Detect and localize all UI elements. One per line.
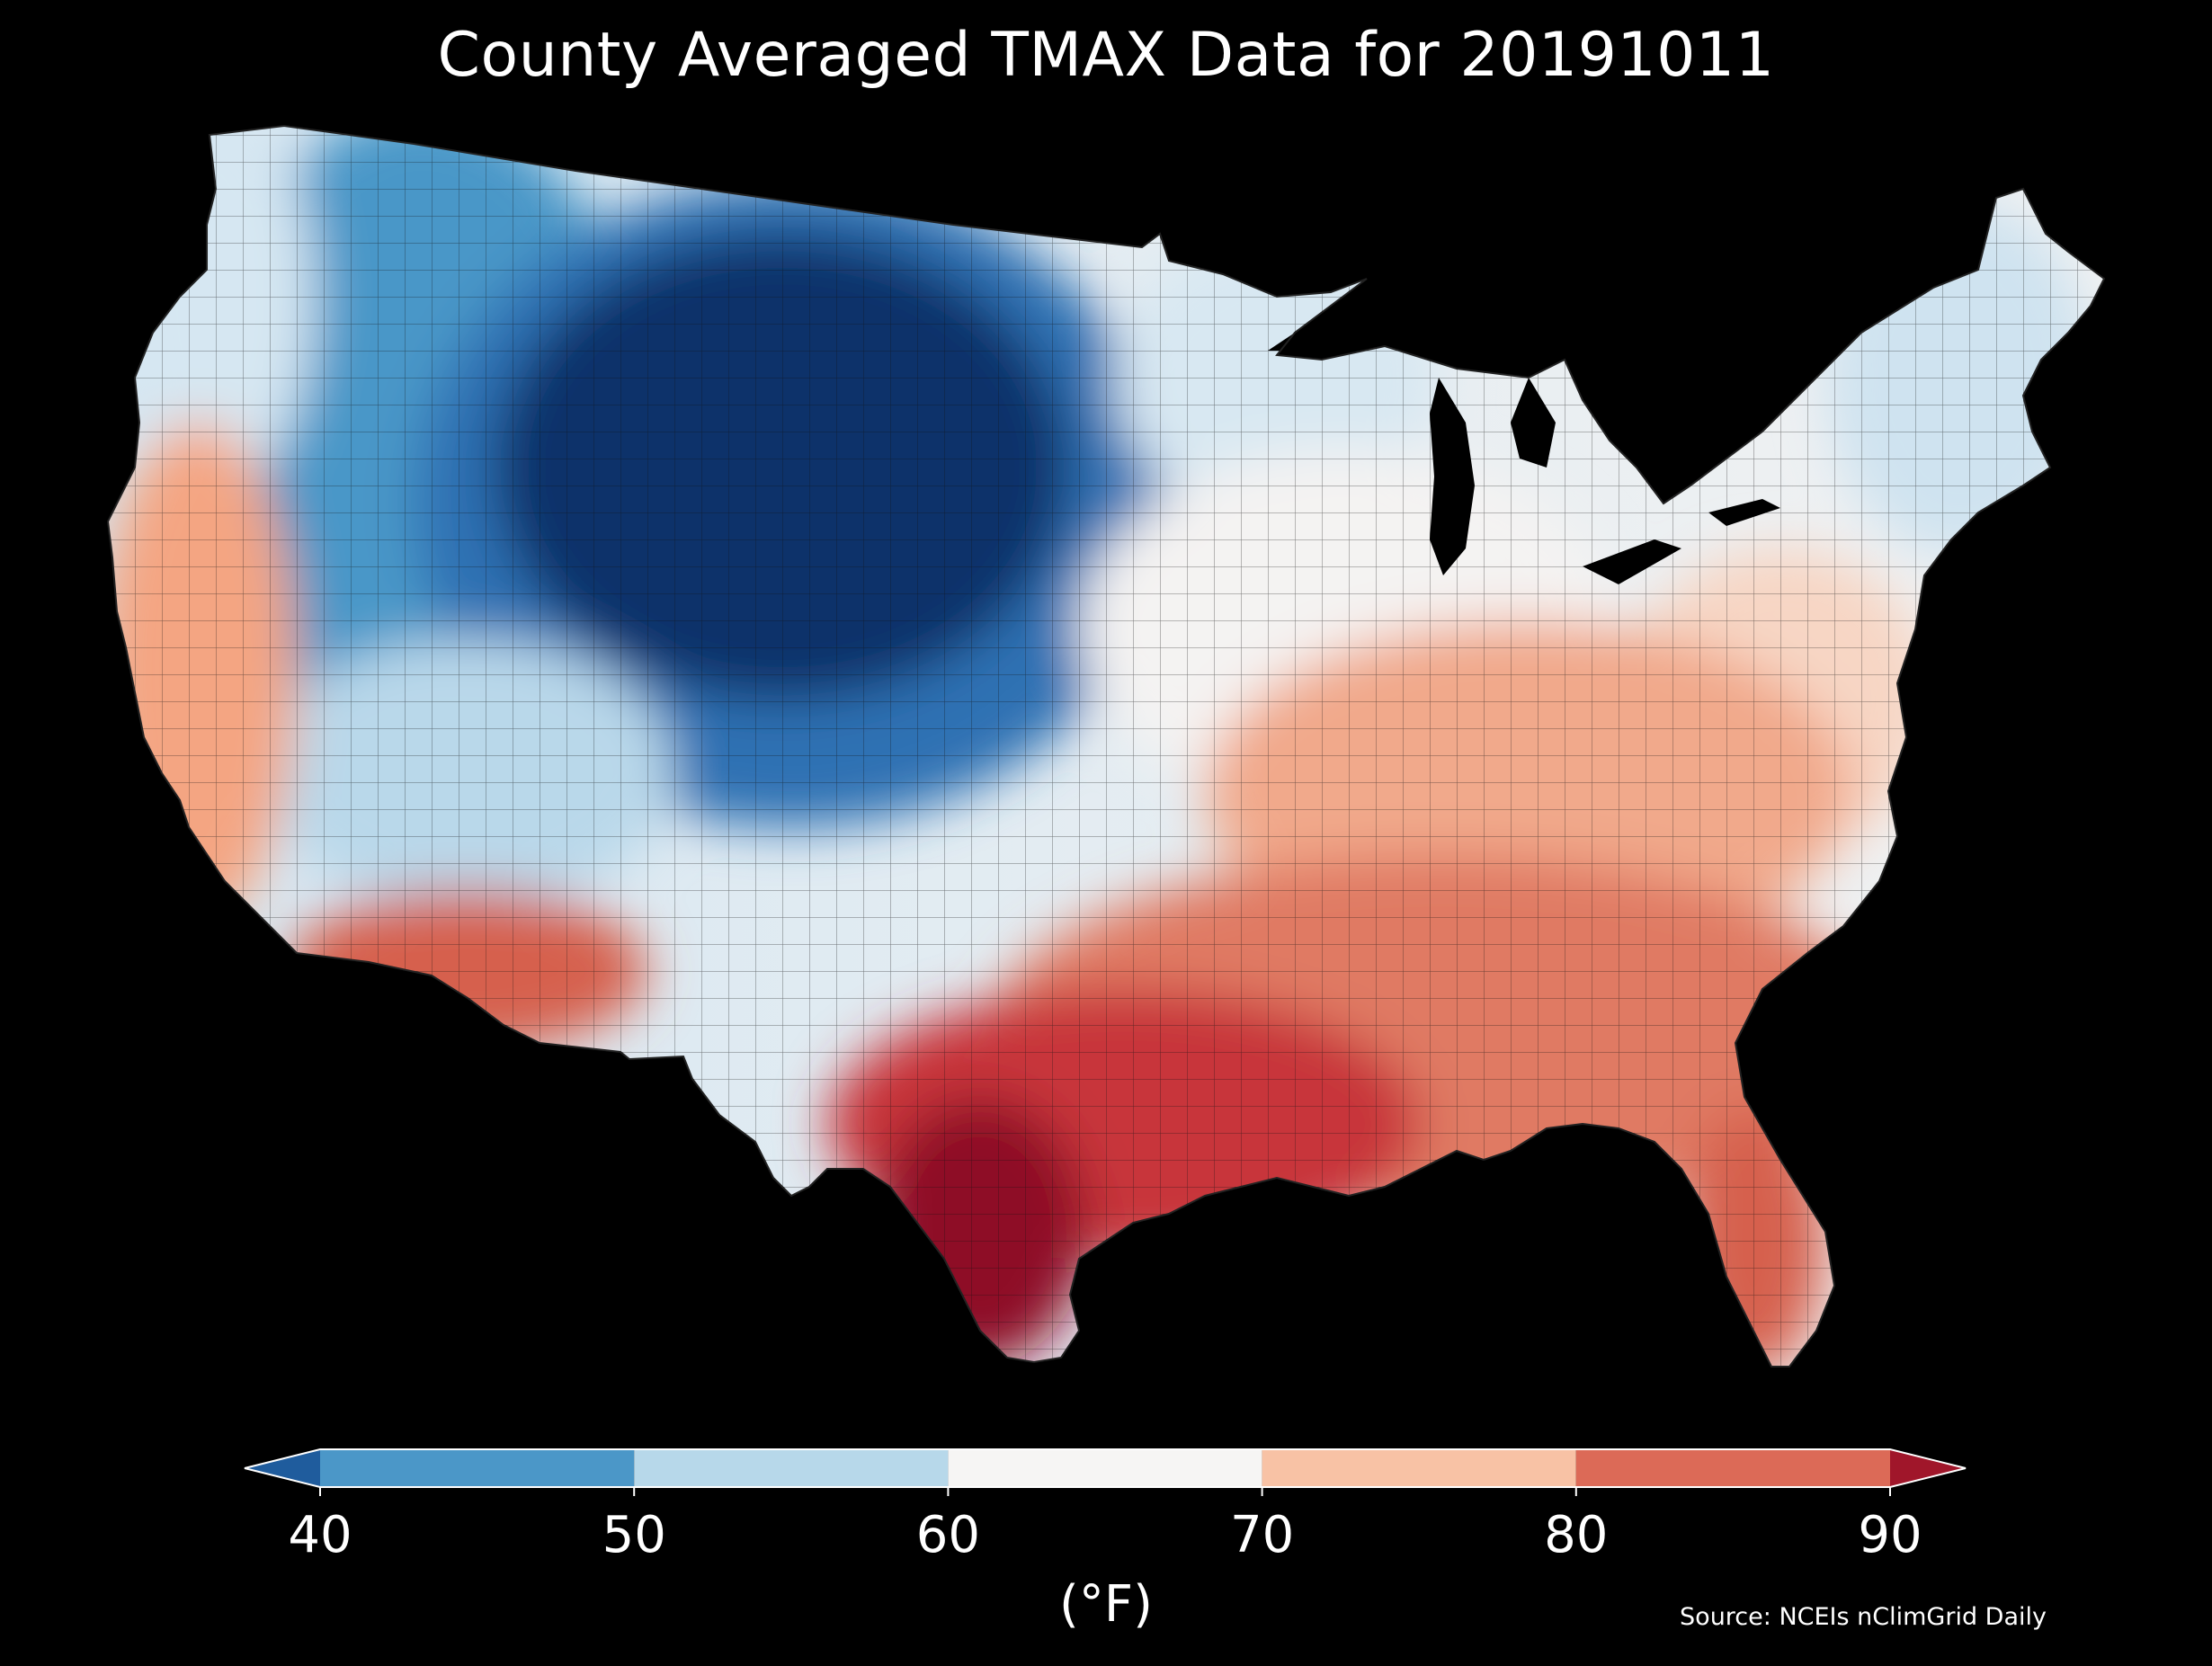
source-note: Source: NCEIs nClimGrid Daily [1680,1603,2047,1631]
colorbar-bin-60-70 [948,1449,1262,1487]
colorbar-extend-low [245,1449,320,1487]
lake-ontario [1708,499,1780,526]
colorbar-tick-label: 80 [1544,1506,1608,1564]
colorbar-extend-high [1890,1449,1966,1487]
colorbar-tick-label: 50 [602,1506,666,1564]
colorbar-bin-40-50 [320,1449,635,1487]
lake-erie [1583,539,1681,584]
colorbar-bin-70-80 [1262,1449,1576,1487]
lake-huron [1511,378,1556,468]
colorbar-tick-label: 60 [916,1506,980,1564]
colorbar-tick-label: 40 [288,1506,352,1564]
lake-michigan [1430,378,1475,575]
colorbar-bin-50-60 [634,1449,949,1487]
map-title: County Averaged TMAX Data for 20191011 [437,20,1775,91]
colorbar: 40 50 60 70 80 90 [244,1448,1967,1564]
colorbar-unit-label: (°F) [1059,1575,1153,1634]
colorbar-bin-80-90 [1575,1449,1890,1487]
conus-map [108,126,2104,1367]
county-borders [108,126,2104,1367]
colorbar-tick-label: 90 [1858,1506,1922,1564]
colorbar-tick-label: 70 [1230,1506,1294,1564]
